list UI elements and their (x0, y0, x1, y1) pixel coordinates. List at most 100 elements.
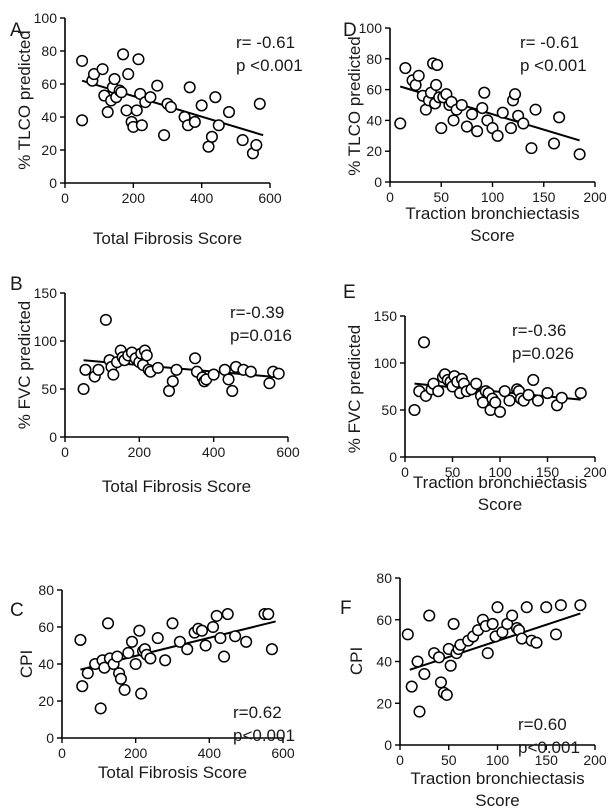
data-point (222, 106, 236, 119)
data-point (541, 387, 554, 400)
data-point (540, 601, 553, 614)
y-tick-label: 20 (38, 693, 54, 709)
panel-A: A 0 20 40 60 80 100 0 200 400 600 r= -0.61 p <0.001 T… (10, 10, 303, 248)
data-point (151, 632, 164, 645)
y-tick-label: 40 (41, 109, 57, 125)
data-point (465, 108, 479, 121)
data-point (202, 140, 215, 153)
y-tick-label: 0 (389, 449, 397, 465)
data-point (554, 599, 567, 612)
data-point (515, 632, 528, 645)
data-point (115, 86, 128, 99)
x-tick-label: 0 (58, 745, 66, 761)
data-point (434, 676, 448, 689)
data-point (555, 391, 568, 404)
panel-F: F 0 20 40 60 80 0 50 100 150 200 r=0.60 p<0.001 Tract… (340, 570, 607, 810)
panel-C: C 0 20 40 60 80 0 200 400 600 r=0.62 p<0.001 Total F… (10, 582, 295, 782)
data-point (244, 365, 257, 378)
y-tick-label: 60 (38, 619, 54, 635)
data-point (491, 129, 504, 142)
data-point (76, 114, 89, 127)
data-point (432, 385, 445, 398)
x-tick-label: 50 (441, 752, 457, 768)
data-point (549, 628, 563, 641)
data-point (99, 313, 112, 326)
data-point (101, 106, 114, 119)
data-point (408, 403, 421, 417)
p-value: p <0.001 (236, 56, 303, 75)
x-tick-label: 200 (124, 745, 148, 761)
data-point (493, 405, 507, 418)
correlation-r: r=-0.36 (512, 321, 566, 340)
data-point (498, 385, 511, 398)
data-point (173, 635, 186, 648)
data-point (79, 363, 92, 376)
x-tick-label: 50 (433, 189, 449, 205)
data-point (92, 363, 105, 376)
x-axis-title: Total Fibrosis Score (98, 763, 247, 782)
x-tick-label: 0 (401, 464, 409, 480)
data-point (144, 91, 157, 104)
y-axis-title: % TLCO predicted (345, 36, 364, 176)
data-point (531, 394, 545, 407)
data-point (226, 384, 239, 397)
data-point (253, 97, 266, 110)
y-tick-label: 100 (34, 10, 58, 26)
correlation-r: r= -0.61 (236, 33, 295, 52)
y-axis-title: % FVC predicted (345, 325, 364, 454)
data-point (553, 111, 566, 124)
data-point (212, 119, 225, 132)
data-point (218, 650, 231, 663)
data-point (222, 373, 235, 386)
y-tick-label: 80 (41, 43, 57, 59)
data-point (411, 655, 424, 668)
y-tick-label: 20 (376, 695, 392, 711)
p-value: p=0.016 (230, 326, 292, 345)
y-tick-label: 20 (366, 143, 382, 159)
data-point (504, 122, 518, 135)
y-tick-label: 80 (366, 51, 382, 67)
data-point (476, 102, 489, 115)
data-point (489, 396, 502, 409)
data-point (435, 122, 448, 135)
data-point (144, 652, 157, 665)
data-point (529, 103, 542, 116)
panel-label: D (343, 20, 357, 41)
x-axis-title: Traction bronchiectasis Score (410, 769, 584, 810)
panel-D: D 0 20 40 60 80 100 0 50 100 150 200 r= -0.61 p <0.00… (343, 20, 607, 245)
panel-label: E (343, 282, 356, 303)
data-point (189, 352, 202, 365)
data-point (486, 617, 499, 630)
data-point (440, 688, 453, 701)
data-point (471, 125, 484, 138)
x-tick-label: 150 (532, 189, 556, 205)
data-point (181, 643, 194, 656)
x-tick-label: 150 (536, 464, 560, 480)
x-tick-label: 100 (486, 752, 510, 768)
y-tick-label: 0 (46, 730, 54, 746)
data-point (120, 104, 133, 117)
data-point (263, 377, 276, 390)
data-point (432, 651, 446, 664)
data-point (530, 636, 543, 649)
data-point (151, 361, 164, 374)
y-tick-label: 60 (366, 82, 382, 98)
y-tick-label: 20 (41, 142, 57, 158)
data-point (130, 104, 143, 117)
data-point (195, 624, 209, 637)
data-point (399, 61, 412, 75)
data-point (522, 388, 535, 402)
x-tick-label: 200 (583, 464, 607, 480)
data-point (447, 617, 460, 630)
data-point (107, 368, 120, 381)
x-axis-title: Traction bronchiectasis Score (405, 204, 579, 245)
data-point (431, 58, 444, 72)
data-point (135, 687, 148, 700)
data-point (206, 620, 220, 634)
data-point (74, 633, 87, 647)
regression-line (414, 382, 581, 401)
y-tick-label: 40 (366, 112, 382, 128)
data-point (412, 69, 425, 82)
data-point (525, 142, 538, 155)
